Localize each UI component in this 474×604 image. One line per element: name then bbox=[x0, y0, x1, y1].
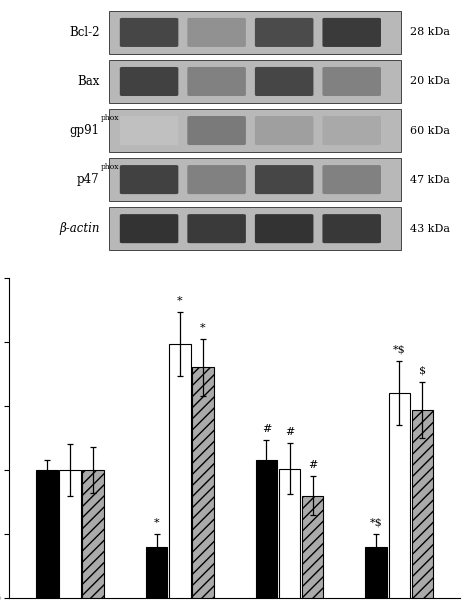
Text: *: * bbox=[154, 518, 159, 527]
FancyBboxPatch shape bbox=[120, 18, 178, 47]
Text: #: # bbox=[262, 424, 271, 434]
Bar bbox=[109, 60, 401, 103]
FancyBboxPatch shape bbox=[255, 214, 313, 243]
Text: *$: *$ bbox=[393, 345, 406, 355]
Text: $: $ bbox=[419, 365, 426, 375]
Text: 28 kDa: 28 kDa bbox=[410, 27, 450, 37]
Bar bbox=[169, 344, 191, 598]
Bar bbox=[389, 393, 410, 598]
Text: gp91: gp91 bbox=[70, 124, 100, 137]
Bar bbox=[411, 410, 433, 598]
Text: β-actin: β-actin bbox=[59, 222, 100, 235]
Text: Bcl-2: Bcl-2 bbox=[69, 26, 100, 39]
Text: 60 kDa: 60 kDa bbox=[410, 126, 450, 135]
FancyBboxPatch shape bbox=[187, 116, 246, 145]
FancyBboxPatch shape bbox=[120, 214, 178, 243]
Bar bbox=[59, 470, 81, 598]
FancyBboxPatch shape bbox=[255, 165, 313, 194]
FancyBboxPatch shape bbox=[255, 67, 313, 96]
FancyBboxPatch shape bbox=[322, 18, 381, 47]
Bar bbox=[109, 207, 401, 250]
Bar bbox=[146, 547, 167, 598]
Text: Bax: Bax bbox=[77, 75, 100, 88]
Text: phox: phox bbox=[100, 163, 119, 171]
FancyBboxPatch shape bbox=[120, 116, 178, 145]
Text: 47 kDa: 47 kDa bbox=[410, 175, 450, 185]
FancyBboxPatch shape bbox=[187, 214, 246, 243]
Bar bbox=[302, 495, 323, 598]
Bar bbox=[109, 158, 401, 201]
Text: #: # bbox=[308, 460, 317, 470]
Bar bbox=[192, 367, 214, 598]
Text: *: * bbox=[177, 296, 182, 306]
Text: 43 kDa: 43 kDa bbox=[410, 223, 450, 234]
FancyBboxPatch shape bbox=[255, 116, 313, 145]
Text: phox: phox bbox=[100, 114, 119, 122]
FancyBboxPatch shape bbox=[187, 67, 246, 96]
FancyBboxPatch shape bbox=[322, 67, 381, 96]
Text: 20 kDa: 20 kDa bbox=[410, 77, 450, 86]
FancyBboxPatch shape bbox=[120, 67, 178, 96]
Bar bbox=[255, 460, 277, 598]
Bar bbox=[36, 470, 58, 598]
Text: p47: p47 bbox=[77, 173, 100, 186]
Bar bbox=[109, 11, 401, 54]
Bar bbox=[279, 469, 301, 598]
FancyBboxPatch shape bbox=[120, 165, 178, 194]
Text: *$: *$ bbox=[370, 518, 383, 527]
FancyBboxPatch shape bbox=[187, 165, 246, 194]
Text: *: * bbox=[200, 323, 206, 333]
Bar bbox=[82, 470, 104, 598]
FancyBboxPatch shape bbox=[322, 214, 381, 243]
Bar bbox=[109, 109, 401, 152]
FancyBboxPatch shape bbox=[255, 18, 313, 47]
FancyBboxPatch shape bbox=[187, 18, 246, 47]
Text: #: # bbox=[285, 426, 294, 437]
FancyBboxPatch shape bbox=[322, 165, 381, 194]
FancyBboxPatch shape bbox=[322, 116, 381, 145]
Bar bbox=[365, 547, 387, 598]
